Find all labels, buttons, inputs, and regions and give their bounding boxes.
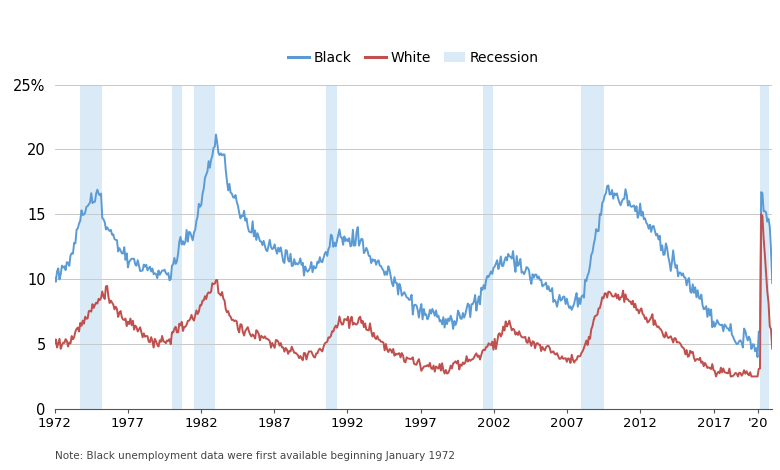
Bar — [760, 85, 768, 409]
Bar — [325, 85, 336, 409]
Bar — [483, 85, 493, 409]
Legend: Black, White, Recession: Black, White, Recession — [289, 51, 538, 65]
Bar — [172, 85, 182, 409]
Bar — [80, 85, 102, 409]
Text: Note: Black unemployment data were first available beginning January 1972: Note: Black unemployment data were first… — [55, 451, 455, 461]
Bar — [193, 85, 215, 409]
Bar — [580, 85, 604, 409]
